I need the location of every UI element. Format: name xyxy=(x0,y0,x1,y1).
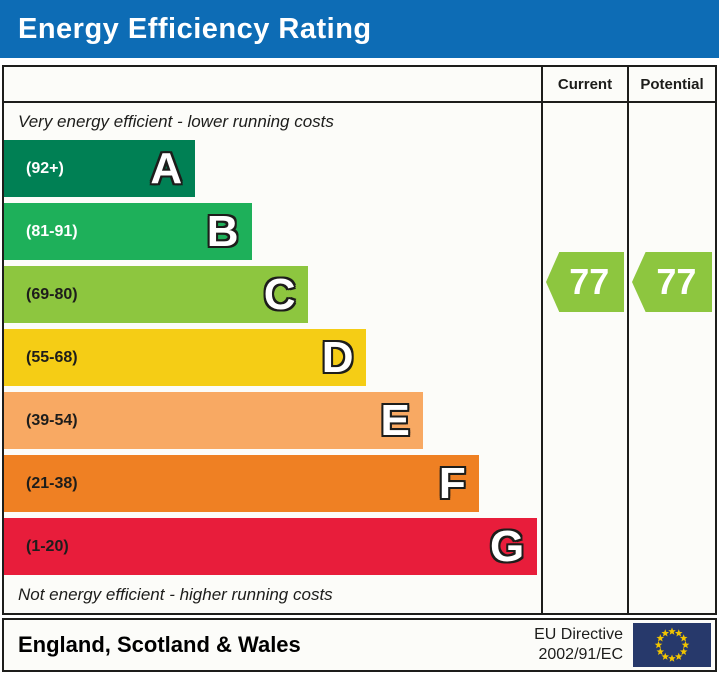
potential-column: 77 xyxy=(627,103,715,613)
epc-rating-table: Current Potential Very energy efficient … xyxy=(2,65,717,615)
band-row-G: (1-20) G xyxy=(4,518,538,575)
top-note: Very energy efficient - lower running co… xyxy=(18,112,334,131)
band-row-B: (81-91) B xyxy=(4,203,252,260)
eu-directive-label: EU Directive 2002/91/EC xyxy=(534,625,623,665)
bands-column: Very energy efficient - lower running co… xyxy=(4,103,541,613)
header-current-label: Current xyxy=(557,75,613,93)
header-current: Current xyxy=(541,67,627,103)
potential-rating-value: 77 xyxy=(656,261,697,302)
band-row-A: (92+) A xyxy=(4,140,196,197)
band-letter: A xyxy=(150,143,183,193)
current-rating-value: 77 xyxy=(569,261,610,302)
band-letter: D xyxy=(321,332,354,382)
band-letter: G xyxy=(490,521,525,571)
eu-directive-line1: EU Directive xyxy=(534,626,623,643)
eu-directive-line2: 2002/91/EC xyxy=(538,646,623,663)
band-letter: F xyxy=(438,458,466,508)
bottom-note: Not energy efficient - higher running co… xyxy=(18,585,333,604)
header-spacer xyxy=(4,67,541,103)
band-row-F: (21-38) F xyxy=(4,455,479,512)
band-range-label: (55-68) xyxy=(26,348,78,366)
title-bar: Energy Efficiency Rating xyxy=(0,0,719,58)
band-row-E: (39-54) E xyxy=(4,392,423,449)
band-range-label: (92+) xyxy=(26,159,64,177)
header-potential-label: Potential xyxy=(640,75,704,93)
footer: England, Scotland & Wales EU Directive 2… xyxy=(2,618,717,672)
eu-flag-icon xyxy=(633,623,711,667)
band-letter: E xyxy=(380,395,410,445)
band-row-D: (55-68) D xyxy=(4,329,367,386)
band-letter: C xyxy=(263,269,296,319)
header-potential: Potential xyxy=(627,67,715,103)
band-range-label: (21-38) xyxy=(26,474,78,492)
band-range-label: (81-91) xyxy=(26,222,78,240)
band-row-C: (69-80) C xyxy=(4,266,309,323)
current-rating-arrow: 77 xyxy=(546,252,624,312)
band-range-label: (69-80) xyxy=(26,285,78,303)
potential-rating-arrow: 77 xyxy=(632,252,712,312)
band-range-label: (1-20) xyxy=(26,537,69,555)
band-range-label: (39-54) xyxy=(26,411,78,429)
page-title: Energy Efficiency Rating xyxy=(18,12,372,45)
current-column: 77 xyxy=(541,103,627,613)
band-letter: B xyxy=(206,206,239,256)
footer-region-label: England, Scotland & Wales xyxy=(18,632,301,657)
